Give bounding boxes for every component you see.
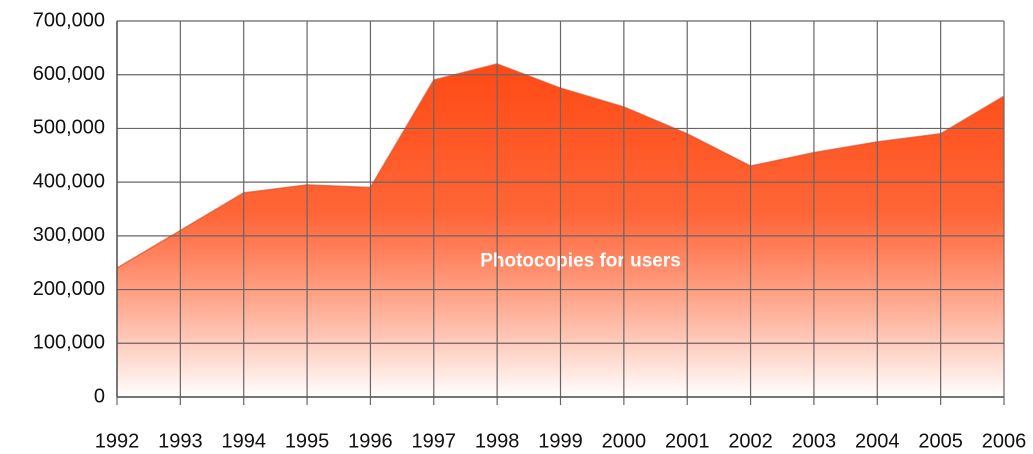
y-tick-label: 300,000 [33,224,105,246]
x-tick-label: 2000 [602,430,647,452]
x-tick-label: 1993 [158,430,203,452]
x-tick-label: 1997 [412,430,457,452]
x-tick-label: 2006 [982,430,1027,452]
x-tick-label: 2003 [792,430,837,452]
y-tick-label: 400,000 [33,170,105,192]
series-label: Photocopies for users [480,251,681,272]
x-tick-label: 2002 [728,430,773,452]
y-tick-label: 100,000 [33,332,105,354]
x-tick-label: 2001 [665,430,710,452]
x-tick-label: 2004 [855,430,900,452]
x-tick-label: 1994 [221,430,266,452]
x-tick-label: 1999 [538,430,583,452]
x-tick-label: 2005 [918,430,963,452]
x-tick-label: 1996 [348,430,393,452]
y-tick-label: 0 [94,385,105,407]
x-tick-label: 1995 [285,430,330,452]
x-tick-label: 1992 [95,430,140,452]
y-tick-label: 700,000 [33,9,105,31]
x-tick-label: 1998 [475,430,520,452]
y-tick-label: 500,000 [33,117,105,139]
y-tick-label: 600,000 [33,63,105,85]
y-tick-label: 200,000 [33,278,105,300]
